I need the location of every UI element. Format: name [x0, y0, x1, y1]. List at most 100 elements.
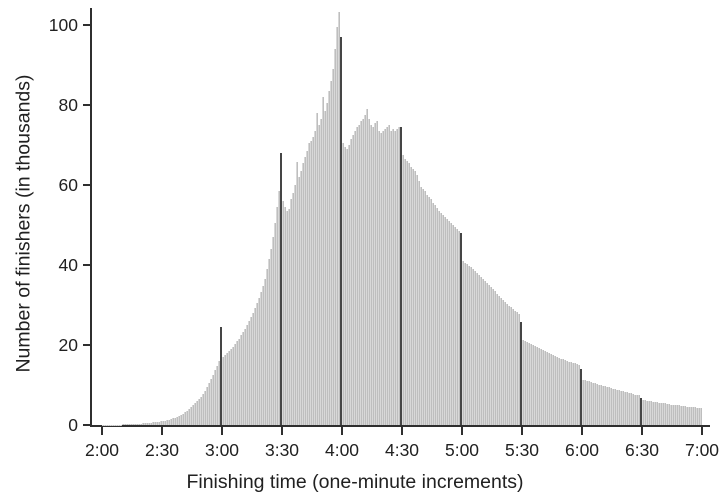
minute-bar: [644, 400, 646, 425]
minute-bar: [322, 97, 324, 425]
minute-bar: [188, 409, 190, 425]
y-tick-40: [83, 264, 90, 266]
minute-bar: [448, 221, 450, 425]
minute-bar: [498, 295, 500, 425]
x-axis-line: [90, 425, 710, 427]
minute-bar: [490, 287, 492, 425]
minute-bar: [324, 111, 326, 425]
minute-bar: [624, 391, 626, 425]
minute-bar: [656, 402, 658, 425]
minute-bar: [198, 399, 200, 425]
minute-bar: [652, 401, 654, 425]
minute-bar: [538, 347, 540, 425]
highlighted-minute-bar: [340, 37, 342, 425]
x-tick-label: 3:30: [264, 440, 300, 460]
minute-bar: [512, 309, 514, 425]
minute-bar: [456, 229, 458, 425]
minute-bar: [178, 415, 180, 425]
minute-bar: [432, 203, 434, 425]
minute-bar: [662, 403, 664, 425]
x-tick-4:00: [341, 427, 343, 435]
minute-bar: [694, 407, 696, 425]
minute-bar: [618, 390, 620, 425]
x-tick-label: 7:00: [684, 440, 720, 460]
minute-bar: [212, 375, 214, 425]
minute-bar: [174, 417, 176, 425]
minute-bar: [376, 121, 378, 425]
minute-bar: [372, 127, 374, 425]
minute-bar: [164, 420, 166, 425]
minute-bar: [546, 352, 548, 425]
x-tick-label: 3:00: [204, 440, 240, 460]
minute-bar: [584, 380, 586, 425]
minute-bar: [664, 403, 666, 425]
minute-bar: [434, 205, 436, 425]
x-tick-label: 2:00: [84, 440, 120, 460]
minute-bar: [444, 217, 446, 425]
x-tick-2:00: [101, 427, 103, 435]
minute-bar: [610, 388, 612, 425]
minute-bar: [384, 129, 386, 425]
minute-bar: [688, 407, 690, 425]
minute-bar: [258, 297, 260, 425]
minute-bar: [206, 387, 208, 425]
minute-bar: [558, 357, 560, 425]
x-tick-label: 6:30: [624, 440, 660, 460]
minute-bar: [454, 227, 456, 425]
minute-bar: [478, 275, 480, 425]
minute-bar: [328, 91, 330, 425]
minute-bar: [486, 283, 488, 425]
minute-bar: [286, 211, 288, 425]
x-tick-label: 5:00: [444, 440, 480, 460]
minute-bar: [304, 157, 306, 425]
minute-bar: [488, 285, 490, 425]
minute-bar: [350, 139, 352, 425]
x-tick-4:30: [401, 427, 403, 435]
minute-bar: [598, 384, 600, 425]
minute-bar: [290, 199, 292, 425]
highlighted-minute-bar: [520, 321, 522, 425]
minute-bar: [680, 405, 682, 425]
minute-bar: [148, 422, 150, 425]
minute-bar: [440, 213, 442, 425]
minute-bar: [142, 423, 144, 425]
minute-bar: [690, 407, 692, 425]
minute-bar: [316, 113, 318, 425]
minute-bar: [528, 343, 530, 425]
minute-bar: [132, 424, 134, 425]
minute-bar: [556, 357, 558, 425]
minute-bar: [426, 195, 428, 425]
minute-bar: [128, 424, 130, 425]
minute-bar: [626, 392, 628, 425]
y-tick-label: 0: [68, 415, 78, 435]
minute-bar: [256, 303, 258, 425]
minute-bar: [396, 129, 398, 425]
minute-bar: [420, 187, 422, 425]
minute-bar: [510, 307, 512, 425]
minute-bar: [402, 155, 404, 425]
minute-bar: [616, 389, 618, 425]
minute-bar: [202, 393, 204, 425]
minute-bar: [216, 365, 218, 425]
minute-bar: [660, 403, 662, 425]
minute-bar: [392, 129, 394, 425]
minute-bar: [398, 127, 400, 425]
minute-bar: [154, 422, 156, 425]
minute-bar: [562, 359, 564, 425]
minute-bar: [306, 151, 308, 425]
minute-bar: [134, 423, 136, 425]
y-axis-title: Number of finishers (in thousands): [12, 74, 35, 373]
minute-bar: [250, 317, 252, 425]
minute-bar: [482, 279, 484, 425]
minute-bar: [272, 237, 274, 425]
y-tick-100: [83, 24, 90, 26]
minute-bar: [124, 424, 126, 425]
y-tick-label: 60: [58, 175, 78, 195]
x-tick-label: 5:30: [504, 440, 540, 460]
minute-bar: [378, 131, 380, 425]
x-tick-6:00: [581, 427, 583, 435]
minute-bar: [590, 382, 592, 425]
minute-bar: [294, 185, 296, 425]
x-tick-label: 4:00: [324, 440, 360, 460]
x-tick-3:30: [281, 427, 283, 435]
